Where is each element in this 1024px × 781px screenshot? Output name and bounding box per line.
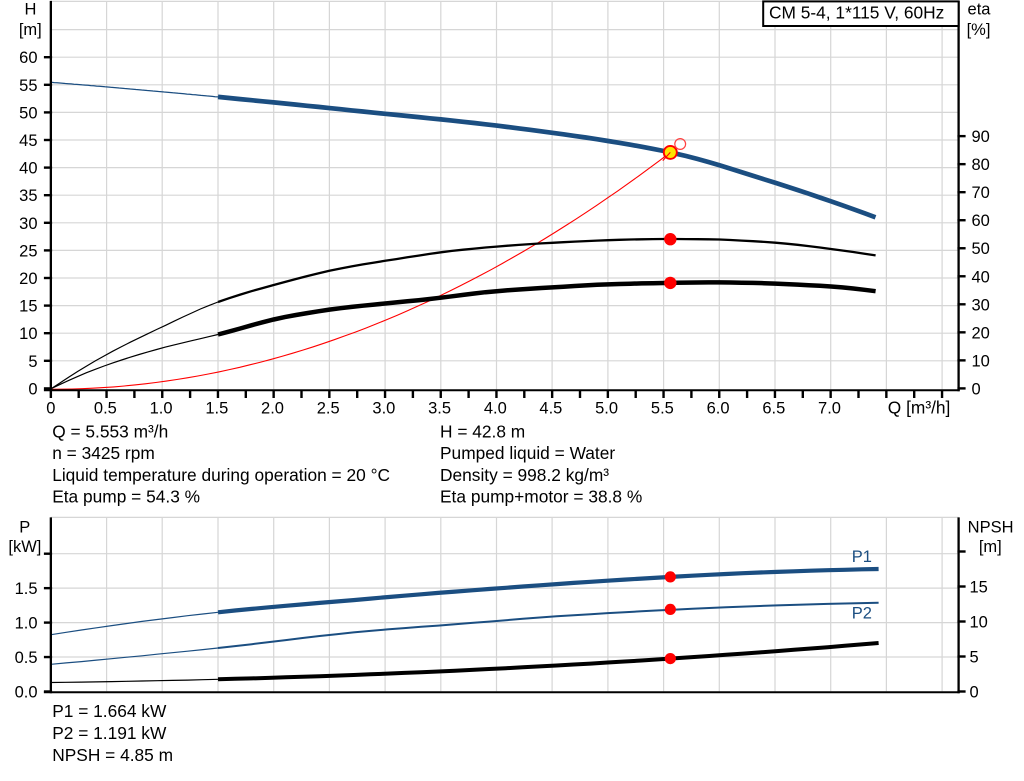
- svg-text:0.0: 0.0: [15, 684, 38, 702]
- svg-text:P2 = 1.191 kW: P2 = 1.191 kW: [52, 723, 167, 743]
- svg-text:5.5: 5.5: [651, 399, 674, 417]
- svg-text:0.5: 0.5: [94, 399, 117, 417]
- svg-text:2.5: 2.5: [317, 399, 340, 417]
- svg-text:0: 0: [972, 380, 981, 398]
- svg-text:50: 50: [972, 240, 990, 258]
- svg-text:25: 25: [19, 242, 37, 260]
- svg-text:0: 0: [46, 399, 55, 417]
- svg-text:80: 80: [972, 156, 990, 174]
- svg-text:3.5: 3.5: [428, 399, 451, 417]
- svg-text:6.5: 6.5: [762, 399, 785, 417]
- svg-text:55: 55: [19, 77, 37, 95]
- svg-text:5: 5: [28, 353, 37, 371]
- svg-text:[m]: [m]: [19, 21, 42, 39]
- svg-text:NPSH: NPSH: [968, 518, 1014, 536]
- svg-text:5.0: 5.0: [595, 399, 618, 417]
- svg-text:3.0: 3.0: [372, 399, 395, 417]
- svg-text:60: 60: [19, 49, 37, 67]
- svg-text:0.5: 0.5: [15, 649, 38, 667]
- svg-text:50: 50: [19, 104, 37, 122]
- svg-text:60: 60: [972, 212, 990, 230]
- svg-text:H = 42.8 m: H = 42.8 m: [440, 421, 525, 441]
- svg-text:15: 15: [19, 298, 37, 316]
- svg-text:20: 20: [972, 324, 990, 342]
- svg-text:7.0: 7.0: [818, 399, 841, 417]
- svg-text:40: 40: [972, 268, 990, 286]
- svg-text:30: 30: [19, 215, 37, 233]
- svg-text:P2: P2: [852, 605, 872, 623]
- svg-text:90: 90: [972, 128, 990, 146]
- svg-text:n = 3425 rpm: n = 3425 rpm: [52, 443, 155, 463]
- svg-text:Eta pump+motor = 38.8 %: Eta pump+motor = 38.8 %: [440, 487, 642, 507]
- svg-text:2.0: 2.0: [261, 399, 284, 417]
- svg-text:P1: P1: [852, 548, 872, 566]
- svg-text:4.0: 4.0: [484, 399, 507, 417]
- svg-text:0: 0: [970, 684, 979, 702]
- svg-text:0: 0: [28, 380, 37, 398]
- svg-text:10: 10: [972, 352, 990, 370]
- svg-text:30: 30: [972, 296, 990, 314]
- svg-text:[m]: [m]: [979, 538, 1002, 556]
- svg-text:[%]: [%]: [967, 21, 991, 39]
- svg-text:6.0: 6.0: [707, 399, 730, 417]
- svg-text:70: 70: [972, 184, 990, 202]
- svg-text:Q [m³/h]: Q [m³/h]: [888, 397, 951, 417]
- svg-text:5: 5: [970, 649, 979, 667]
- svg-text:40: 40: [19, 160, 37, 178]
- svg-text:1.0: 1.0: [150, 399, 173, 417]
- svg-text:1.5: 1.5: [15, 580, 38, 598]
- svg-text:Liquid temperature during oper: Liquid temperature during operation = 20…: [52, 465, 390, 485]
- svg-text:CM 5-4, 1*115 V, 60Hz: CM 5-4, 1*115 V, 60Hz: [769, 2, 944, 22]
- svg-text:15: 15: [970, 579, 988, 597]
- svg-text:4.5: 4.5: [539, 399, 562, 417]
- svg-text:H: H: [24, 0, 36, 18]
- svg-text:[kW]: [kW]: [8, 538, 41, 556]
- svg-text:Eta pump = 54.3 %: Eta pump = 54.3 %: [52, 487, 200, 507]
- svg-text:45: 45: [19, 132, 37, 150]
- svg-text:10: 10: [970, 614, 988, 632]
- svg-text:1.5: 1.5: [205, 399, 228, 417]
- svg-text:eta: eta: [968, 1, 992, 19]
- svg-text:P: P: [19, 518, 30, 536]
- svg-text:Pumped liquid = Water: Pumped liquid = Water: [440, 443, 615, 463]
- svg-text:Density = 998.2 kg/m³: Density = 998.2 kg/m³: [440, 465, 609, 485]
- svg-text:1.0: 1.0: [15, 615, 38, 633]
- svg-text:Q = 5.553 m³/h: Q = 5.553 m³/h: [52, 421, 168, 441]
- svg-text:35: 35: [19, 187, 37, 205]
- svg-text:NPSH = 4.85 m: NPSH = 4.85 m: [52, 745, 173, 765]
- svg-text:P1 = 1.664 kW: P1 = 1.664 kW: [52, 701, 167, 721]
- svg-text:20: 20: [19, 270, 37, 288]
- svg-text:10: 10: [19, 325, 37, 343]
